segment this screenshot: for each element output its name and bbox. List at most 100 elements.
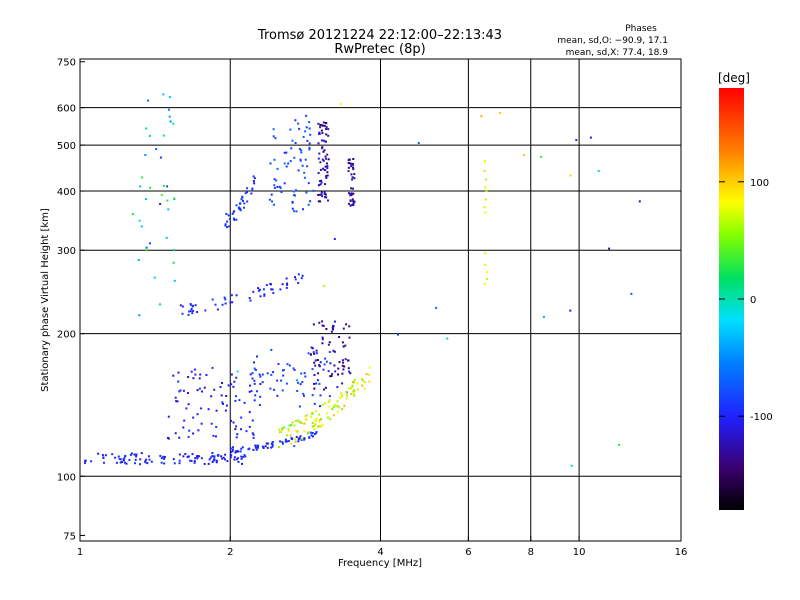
echo-point xyxy=(323,285,326,288)
echo-point xyxy=(293,445,296,447)
echo-point xyxy=(311,435,314,438)
echo-point xyxy=(349,194,352,197)
echo-point xyxy=(259,383,262,385)
echo-point xyxy=(313,425,315,427)
echo-point xyxy=(297,437,300,440)
echo-point xyxy=(618,443,621,446)
echo-point xyxy=(353,173,356,175)
echo-point xyxy=(197,429,200,432)
x-tick-label: 2 xyxy=(227,547,233,558)
echo-point xyxy=(300,149,303,152)
echo-point xyxy=(101,454,104,457)
echo-point xyxy=(309,133,312,136)
echo-point xyxy=(352,168,355,171)
echo-point xyxy=(130,452,133,455)
echo-point xyxy=(540,155,543,158)
data-points xyxy=(84,93,641,467)
echo-point xyxy=(264,445,267,448)
echo-point xyxy=(311,368,314,371)
y-tick-label: 400 xyxy=(57,187,76,198)
echo-point xyxy=(307,203,310,206)
echo-point xyxy=(252,180,255,182)
echo-point xyxy=(323,191,326,194)
echo-point xyxy=(293,369,296,371)
echo-point xyxy=(299,383,302,386)
echo-point xyxy=(270,288,273,291)
echo-point xyxy=(289,434,292,437)
echo-point xyxy=(364,381,366,384)
echo-point xyxy=(230,383,233,386)
echo-point xyxy=(299,158,302,161)
echo-point xyxy=(347,166,350,169)
echo-point xyxy=(348,158,351,161)
echo-point xyxy=(299,421,302,424)
echo-point xyxy=(321,158,324,161)
echo-point xyxy=(293,190,295,193)
echo-point xyxy=(200,457,203,460)
echo-point xyxy=(349,387,352,390)
echo-point xyxy=(220,455,223,458)
echo-point xyxy=(308,127,311,130)
echo-point xyxy=(233,218,236,221)
echo-point xyxy=(252,448,255,451)
echo-point xyxy=(220,394,223,397)
echo-point xyxy=(238,202,241,205)
echo-point xyxy=(319,161,322,164)
echo-point xyxy=(196,457,199,460)
echo-point xyxy=(348,370,351,373)
colorbar-tick-label: 100 xyxy=(750,178,769,189)
echo-point xyxy=(353,177,356,180)
echo-point xyxy=(187,403,190,406)
echo-point xyxy=(285,151,288,154)
echo-point xyxy=(97,452,100,455)
echo-point xyxy=(299,435,302,438)
echo-point xyxy=(303,171,306,174)
echo-point xyxy=(167,208,170,211)
echo-point xyxy=(332,406,335,408)
echo-point xyxy=(348,162,351,165)
echo-point xyxy=(254,394,257,397)
echo-point xyxy=(258,289,260,292)
echo-point xyxy=(253,182,256,185)
echo-point xyxy=(226,220,229,223)
echo-point xyxy=(291,421,294,424)
echo-point xyxy=(167,436,169,439)
x-tick-label: 4 xyxy=(377,547,383,558)
echo-point xyxy=(253,361,255,364)
echo-point xyxy=(234,451,237,454)
echo-point xyxy=(258,288,261,291)
echo-point xyxy=(256,390,258,393)
echo-point xyxy=(145,458,148,461)
echo-point xyxy=(327,199,329,202)
echo-point xyxy=(351,198,354,201)
echo-point xyxy=(150,460,153,463)
echo-point xyxy=(182,426,185,429)
echo-point xyxy=(192,432,195,435)
echo-point xyxy=(279,440,282,443)
echo-point xyxy=(292,367,295,370)
echo-point xyxy=(210,422,213,425)
echo-point xyxy=(337,367,340,370)
echo-point xyxy=(306,139,309,142)
echo-point xyxy=(278,185,281,188)
echo-point xyxy=(322,324,325,327)
echo-point xyxy=(224,298,227,301)
echo-point xyxy=(208,458,211,461)
echo-point xyxy=(211,461,214,463)
echo-point xyxy=(251,432,254,435)
echo-point xyxy=(318,131,321,134)
echo-point xyxy=(124,454,127,457)
echo-point xyxy=(243,206,245,209)
echo-point xyxy=(145,198,148,200)
echo-point xyxy=(351,386,354,389)
echo-point xyxy=(324,357,327,360)
echo-point xyxy=(227,214,230,217)
echo-point xyxy=(327,370,330,373)
echo-point xyxy=(90,460,93,463)
echo-point xyxy=(140,176,143,179)
y-tick-label: 500 xyxy=(57,141,76,152)
echo-point xyxy=(222,402,224,405)
echo-point xyxy=(336,405,339,408)
echo-point xyxy=(367,373,370,376)
echo-point xyxy=(114,456,117,459)
